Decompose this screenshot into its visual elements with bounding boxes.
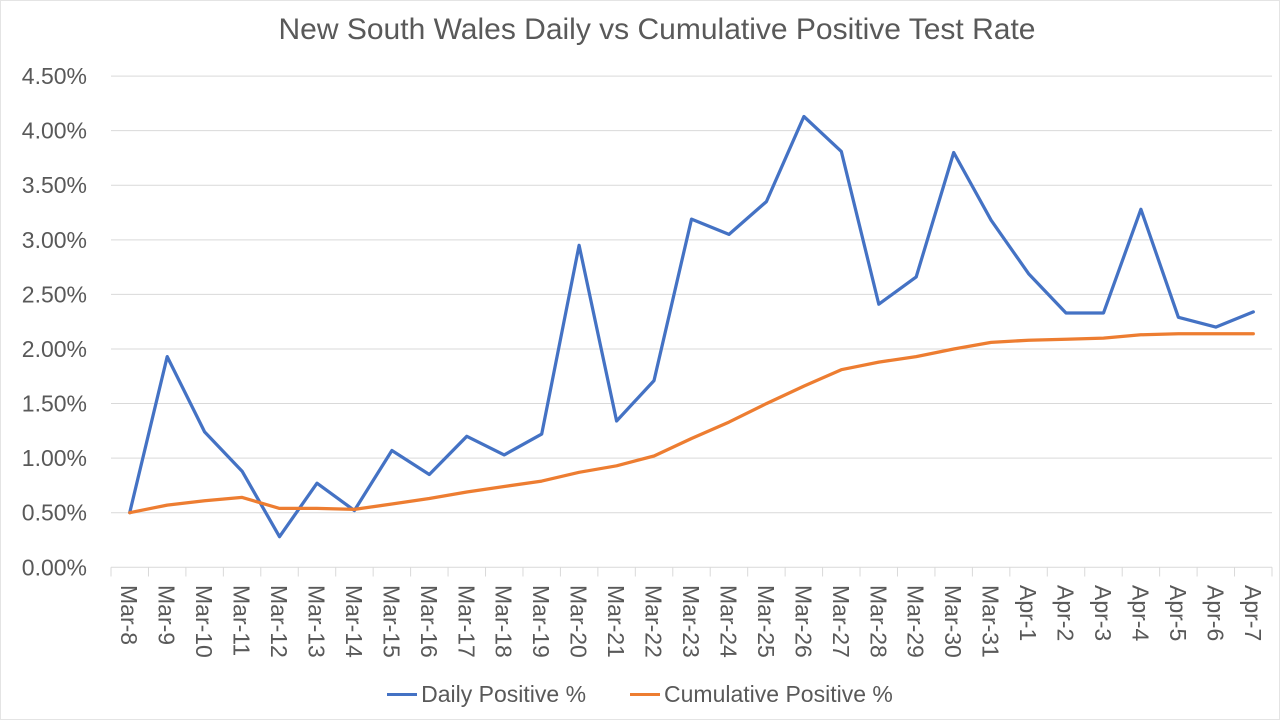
x-axis-label: Mar-17 bbox=[453, 585, 479, 658]
x-axis-label: Mar-29 bbox=[903, 585, 929, 658]
x-axis-label: Mar-31 bbox=[978, 585, 1004, 658]
x-axis-label: Mar-14 bbox=[341, 585, 367, 658]
x-axis-label: Apr-5 bbox=[1165, 585, 1191, 641]
x-axis-label: Apr-4 bbox=[1127, 585, 1153, 641]
daily-series-label: Daily Positive % bbox=[421, 681, 587, 707]
legend-item-cumulative: Cumulative Positive % bbox=[630, 681, 893, 708]
y-axis-label: 1.00% bbox=[22, 445, 87, 471]
x-axis-label: Mar-25 bbox=[753, 585, 779, 658]
y-axis-label: 2.00% bbox=[22, 336, 87, 362]
x-axis-label: Mar-10 bbox=[191, 585, 217, 658]
x-axis-label: Apr-7 bbox=[1240, 585, 1266, 641]
y-axis-label: 4.00% bbox=[22, 118, 87, 144]
x-axis-label: Apr-3 bbox=[1090, 585, 1116, 641]
x-axis-label: Mar-26 bbox=[790, 585, 816, 658]
x-axis-label: Mar-13 bbox=[303, 585, 329, 658]
x-axis-label: Mar-30 bbox=[940, 585, 966, 658]
cumulative-series-line bbox=[128, 332, 1255, 515]
x-axis-label: Mar-23 bbox=[678, 585, 704, 658]
y-axis-label: 3.50% bbox=[22, 172, 87, 198]
x-axis-label: Mar-20 bbox=[566, 585, 592, 658]
x-axis-label: Apr-6 bbox=[1202, 585, 1228, 641]
x-axis-label: Apr-2 bbox=[1053, 585, 1079, 641]
x-axis-label: Mar-12 bbox=[266, 585, 292, 658]
y-axis-label: 2.50% bbox=[22, 281, 87, 307]
y-axis-label: 3.00% bbox=[22, 227, 87, 253]
daily-series-swatch bbox=[387, 692, 418, 697]
x-axis-label: Apr-1 bbox=[1015, 585, 1041, 641]
y-axis-label: 1.50% bbox=[22, 391, 87, 417]
cumulative-series-swatch bbox=[630, 692, 661, 697]
x-axis-label: Mar-18 bbox=[491, 585, 517, 658]
x-axis-label: Mar-21 bbox=[603, 585, 629, 658]
x-axis-label: Mar-27 bbox=[828, 585, 854, 658]
x-axis-label: Mar-22 bbox=[641, 585, 667, 658]
legend: Daily Positive % Cumulative Positive % bbox=[1, 681, 1279, 708]
y-axis-label: 0.00% bbox=[22, 554, 87, 580]
x-axis-label: Mar-9 bbox=[154, 585, 180, 645]
daily-series-line bbox=[128, 114, 1255, 539]
y-axis-label: 4.50% bbox=[22, 63, 87, 89]
x-axis-label: Mar-8 bbox=[116, 585, 142, 645]
y-axis-label: 0.50% bbox=[22, 500, 87, 526]
x-axis-label: Mar-24 bbox=[715, 585, 741, 658]
x-axis-label: Mar-15 bbox=[378, 585, 404, 658]
x-axis-label: Mar-16 bbox=[416, 585, 442, 658]
chart-title: New South Wales Daily vs Cumulative Posi… bbox=[278, 13, 1036, 46]
x-axis-label: Mar-11 bbox=[229, 585, 255, 656]
cumulative-series-label: Cumulative Positive % bbox=[664, 681, 893, 707]
plot-area: 0.00% 0.50% 1.00% 1.50% 2.00% 2.50% 3.00% 3.50%… bbox=[22, 63, 1273, 658]
x-axis-label: Mar-28 bbox=[865, 585, 891, 658]
x-axis-label: Mar-19 bbox=[528, 585, 554, 658]
legend-item-daily: Daily Positive % bbox=[387, 681, 586, 708]
